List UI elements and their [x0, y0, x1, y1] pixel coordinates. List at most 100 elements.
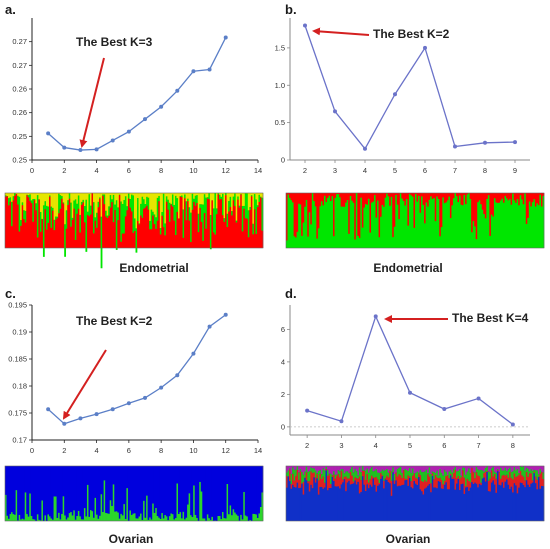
structure-bar: [342, 479, 344, 483]
structure-bar: [427, 466, 429, 474]
structure-bar: [146, 466, 148, 496]
structure-bar: [231, 215, 233, 248]
structure-bar: [398, 466, 401, 468]
structure-bar: [537, 476, 540, 521]
structure-bar: [366, 466, 369, 469]
structure-bar: [490, 482, 493, 521]
structure-bar: [331, 193, 334, 197]
data-point: [62, 145, 67, 150]
structure-bar: [449, 475, 452, 521]
structure-bar: [367, 488, 370, 521]
structure-bar: [302, 474, 305, 482]
structure-bar: [143, 199, 145, 209]
structure-bar: [82, 199, 85, 203]
structure-bar: [153, 193, 156, 215]
structure-bar: [286, 193, 288, 241]
structure-bar: [193, 485, 196, 521]
structure-bar: [383, 488, 385, 521]
structure-bar: [405, 470, 408, 480]
structure-bar: [179, 466, 182, 513]
structure-bar: [317, 494, 320, 521]
structure-bar: [501, 198, 504, 248]
structure-bar: [349, 193, 352, 197]
structure-bar: [448, 478, 451, 490]
structure-bar: [102, 466, 104, 513]
annotation-text: The Best K=2: [373, 27, 450, 41]
structure-bar: [528, 471, 531, 474]
structure-bar: [424, 223, 426, 248]
structure-bar: [459, 193, 461, 196]
structure-bar: [492, 193, 495, 217]
structure-bar: [108, 466, 111, 514]
structure-bar: [477, 202, 480, 248]
structure-bar: [79, 193, 82, 215]
structure-bar: [442, 488, 445, 521]
structure-bar: [5, 195, 7, 197]
structure-bar: [378, 482, 381, 485]
structure-bar: [475, 466, 478, 467]
structure-bar: [11, 193, 13, 202]
structure-bar: [421, 481, 423, 492]
structure-bar: [480, 193, 483, 205]
structure-bar: [336, 486, 338, 521]
structure-bar: [314, 477, 317, 483]
structure-bar: [231, 193, 233, 212]
structure-bar: [225, 195, 227, 248]
structure-bar: [393, 483, 396, 521]
structure-bar: [439, 481, 442, 521]
structure-bar: [117, 512, 120, 521]
structure-bar: [259, 506, 262, 521]
structure-bar: [79, 232, 82, 248]
structure-bar: [431, 193, 434, 200]
structure-bar: [503, 487, 505, 521]
structure-bar: [454, 489, 457, 521]
structure-bar: [533, 193, 536, 200]
structure-bar: [74, 519, 77, 521]
structure-bar: [418, 473, 420, 478]
structure-bar: [515, 470, 517, 478]
structure-bar: [117, 466, 120, 513]
structure-bar: [215, 208, 218, 215]
structure-bar: [20, 225, 22, 248]
structure-bar: [30, 200, 33, 204]
structure-bar: [121, 203, 124, 234]
structure-bar: [471, 193, 473, 233]
structure-bar: [465, 474, 467, 487]
structure-bar: [466, 193, 469, 195]
x-tick-label: 12: [222, 166, 230, 175]
structure-bar: [504, 481, 507, 521]
structure-bar: [83, 508, 86, 521]
structure-bar: [349, 469, 352, 472]
structure-bar: [492, 480, 495, 521]
structure-bar: [33, 200, 36, 248]
structure-bar: [384, 479, 387, 521]
structure-bar: [366, 468, 369, 475]
structure-bar: [439, 466, 442, 470]
structure-bar: [158, 517, 161, 521]
structure-bar: [170, 466, 173, 514]
x-tick-label: 14: [254, 446, 262, 455]
structure-bar: [67, 193, 70, 201]
structure-bar: [428, 193, 431, 200]
structure-bar: [430, 474, 432, 484]
structure-bar: [405, 193, 408, 200]
structure-bar: [528, 473, 531, 487]
structure-bar: [89, 205, 92, 215]
structure-bar: [32, 198, 35, 222]
structure-bar: [413, 473, 416, 482]
structure-bar: [478, 470, 481, 477]
structure-bar: [361, 476, 364, 521]
structure-bar: [539, 193, 542, 195]
structure-bar: [103, 194, 106, 205]
structure-bar: [405, 480, 408, 521]
structure-bar: [536, 193, 539, 204]
structure-bar: [149, 229, 151, 248]
structure-bar: [190, 515, 192, 521]
structure-bar: [483, 471, 486, 473]
structure-bar: [155, 466, 158, 509]
structure-bar: [525, 223, 528, 248]
structure-bar: [250, 193, 253, 196]
structure-bar: [527, 484, 530, 521]
structure-bar: [507, 484, 510, 521]
structure-bar: [405, 479, 408, 481]
